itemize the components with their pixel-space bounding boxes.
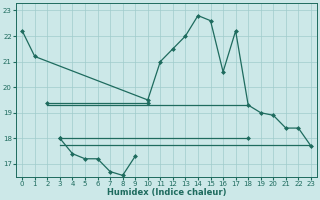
X-axis label: Humidex (Indice chaleur): Humidex (Indice chaleur)	[107, 188, 226, 197]
